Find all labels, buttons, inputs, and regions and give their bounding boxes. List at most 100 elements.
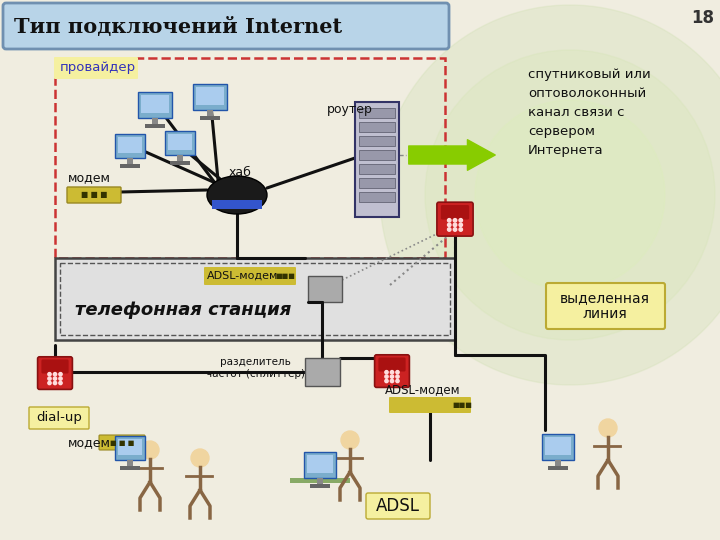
Bar [359, 164, 395, 174]
Circle shape [390, 379, 394, 383]
Text: провайдер: провайдер [60, 62, 136, 75]
Bar [177, 155, 183, 161]
Circle shape [390, 370, 394, 374]
FancyBboxPatch shape [441, 205, 469, 219]
Text: 18: 18 [691, 9, 714, 27]
Circle shape [454, 223, 456, 227]
Circle shape [396, 370, 399, 374]
Bar [165, 131, 195, 155]
Text: dial-up: dial-up [36, 411, 82, 424]
Bar [145, 124, 165, 128]
Bar [307, 455, 333, 473]
Bar [317, 478, 323, 484]
Circle shape [48, 381, 51, 384]
Bar [304, 452, 336, 478]
Bar [305, 358, 340, 386]
Circle shape [459, 228, 462, 231]
Circle shape [396, 375, 399, 378]
Circle shape [53, 377, 57, 380]
Circle shape [48, 377, 51, 380]
Circle shape [475, 100, 665, 290]
Bar [359, 122, 395, 132]
Circle shape [385, 379, 388, 383]
Text: ■■■: ■■■ [275, 273, 295, 279]
Circle shape [53, 381, 57, 384]
Bar [308, 276, 342, 302]
Bar [310, 484, 330, 488]
Bar [118, 137, 142, 153]
Text: ADSL-модем: ADSL-модем [385, 383, 461, 396]
Bar [359, 178, 395, 188]
Bar [200, 116, 220, 120]
Circle shape [459, 219, 462, 222]
Text: выделенная
линия: выделенная линия [560, 291, 650, 321]
Circle shape [599, 419, 617, 437]
Bar [359, 192, 395, 202]
Text: модем: модем [68, 436, 111, 449]
Circle shape [448, 223, 451, 227]
Bar [115, 436, 145, 460]
FancyBboxPatch shape [366, 493, 430, 519]
Bar [207, 110, 213, 116]
Bar [548, 466, 568, 470]
Bar [212, 200, 262, 209]
Circle shape [385, 370, 388, 374]
Circle shape [59, 373, 62, 376]
Bar [359, 136, 395, 146]
Text: Тип подключений Internet: Тип подключений Internet [14, 17, 342, 37]
Ellipse shape [207, 176, 267, 214]
Bar [120, 164, 140, 168]
Bar [60, 263, 450, 335]
Text: ■■■: ■■■ [452, 402, 472, 408]
Text: ADSL-модем: ADSL-модем [207, 271, 279, 281]
Circle shape [141, 441, 159, 459]
Bar [141, 95, 169, 113]
Text: спутниковый или
оптоволоконный
канал связи с
сервером
Интернета: спутниковый или оптоволоконный канал свя… [528, 68, 651, 157]
Bar [152, 118, 158, 124]
FancyBboxPatch shape [67, 187, 121, 203]
Bar [55, 258, 455, 340]
Circle shape [385, 375, 388, 378]
Circle shape [59, 381, 62, 384]
Circle shape [59, 377, 62, 380]
Bar [290, 478, 350, 483]
FancyBboxPatch shape [42, 360, 68, 374]
Text: модем: модем [68, 172, 111, 185]
Bar [118, 439, 142, 455]
Circle shape [48, 373, 51, 376]
FancyBboxPatch shape [374, 355, 410, 387]
FancyBboxPatch shape [37, 357, 73, 389]
Circle shape [191, 449, 209, 467]
Bar [127, 460, 133, 466]
Circle shape [380, 5, 720, 385]
Circle shape [448, 219, 451, 222]
FancyBboxPatch shape [29, 407, 89, 429]
Bar [542, 434, 574, 460]
Text: хаб: хаб [229, 166, 252, 179]
Bar [359, 108, 395, 118]
Text: телефонная станция: телефонная станция [75, 301, 292, 319]
Text: ADSL: ADSL [376, 497, 420, 515]
Text: ■ ■ ■: ■ ■ ■ [110, 440, 134, 445]
FancyBboxPatch shape [204, 267, 296, 285]
Bar [138, 92, 172, 118]
Bar [193, 84, 227, 110]
Bar [127, 158, 133, 164]
Text: роутер: роутер [327, 104, 373, 117]
Bar [170, 161, 190, 165]
Circle shape [459, 223, 462, 227]
Circle shape [341, 431, 359, 449]
Bar [196, 87, 224, 105]
FancyBboxPatch shape [546, 283, 665, 329]
Bar [120, 466, 140, 470]
FancyArrowPatch shape [409, 140, 495, 170]
FancyBboxPatch shape [437, 202, 473, 236]
FancyBboxPatch shape [379, 357, 405, 372]
FancyBboxPatch shape [99, 435, 145, 450]
FancyBboxPatch shape [54, 57, 138, 79]
Circle shape [454, 228, 456, 231]
Bar [115, 134, 145, 158]
Circle shape [448, 228, 451, 231]
Bar [355, 102, 399, 217]
Circle shape [53, 373, 57, 376]
